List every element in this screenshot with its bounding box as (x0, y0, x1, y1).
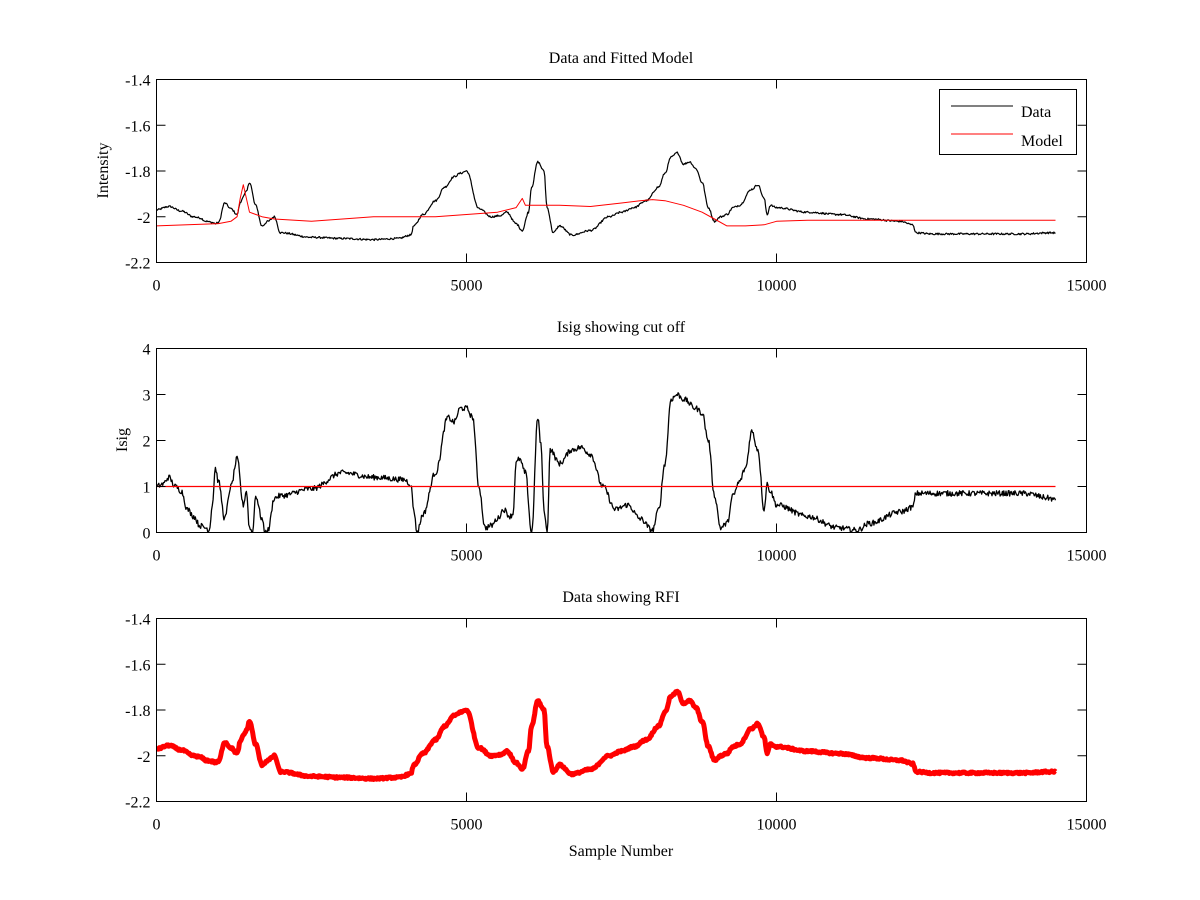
y-tick-label: -1.4 (125, 73, 150, 90)
series-data (156, 151, 1056, 242)
x-tick-label: 10000 (757, 278, 797, 295)
y-tick-label: -1.6 (125, 118, 150, 135)
plot-area (156, 392, 1057, 533)
y-tick-label: -2 (137, 749, 150, 766)
series-model (156, 184, 1056, 227)
legend: Data Model (939, 89, 1077, 155)
y-tick-label: 1 (143, 480, 151, 497)
x-tick-label: 15000 (1067, 548, 1107, 565)
chart-title: Data and Fitted Model (549, 50, 694, 67)
y-tick-label: -1.6 (125, 657, 150, 674)
x-tick-label: 5000 (451, 548, 483, 565)
y-tick-label: 3 (143, 388, 151, 405)
y-axis-label: Isig (114, 428, 131, 452)
x-axis-label: Sample Number (569, 843, 674, 860)
y-tick-label: 0 (143, 526, 151, 543)
x-tick-label: 5000 (451, 278, 483, 295)
x-tick-label: 10000 (757, 548, 797, 565)
axes-box (156, 348, 1087, 533)
ticks: 0 5000 10000 15000 4 3 2 1 0 (143, 342, 1107, 565)
panel-data-showing-rfi: Data showing RFI 0 5000 10000 15000 -1.4 -1.6… (125, 589, 1106, 860)
y-tick-label: -2 (137, 210, 150, 227)
y-tick-label: -1.4 (125, 612, 150, 629)
legend-label-model: Model (1021, 133, 1063, 150)
x-tick-label: 15000 (1067, 817, 1107, 834)
legend-label-data: Data (1021, 104, 1051, 121)
chart-title: Data showing RFI (562, 589, 679, 606)
panel-data-and-fitted-model: Data and Fitted Model Intensity 0 5000 100… (95, 50, 1107, 295)
x-tick-label: 0 (153, 817, 161, 834)
y-tick-label: 4 (143, 342, 151, 359)
series-rfi-data (156, 688, 1058, 782)
x-tick-label: 5000 (451, 817, 483, 834)
y-tick-label: -2.2 (125, 256, 150, 273)
y-tick-label: -2.2 (125, 795, 150, 812)
plot-area (156, 151, 1056, 242)
x-tick-label: 15000 (1067, 278, 1107, 295)
x-tick-label: 10000 (757, 817, 797, 834)
chart-title: Isig showing cut off (557, 319, 686, 336)
x-tick-label: 0 (153, 278, 161, 295)
panel-isig-showing-cut-off: Isig showing cut off Isig 0 5000 10000 1500… (114, 319, 1107, 565)
plot-area (156, 688, 1058, 782)
ticks: 0 5000 10000 15000 -1.4 -1.6 -1.8 -2 -2.2 (125, 73, 1106, 295)
y-tick-label: -1.8 (125, 164, 150, 181)
legend-box (939, 89, 1077, 155)
y-axis-label: Intensity (95, 143, 112, 199)
y-tick-label: 2 (143, 434, 151, 451)
x-tick-label: 0 (153, 548, 161, 565)
series-isig (156, 392, 1057, 533)
y-tick-label: -1.8 (125, 703, 150, 720)
ticks: 0 5000 10000 15000 -1.4 -1.6 -1.8 -2 -2.2 (125, 612, 1106, 834)
